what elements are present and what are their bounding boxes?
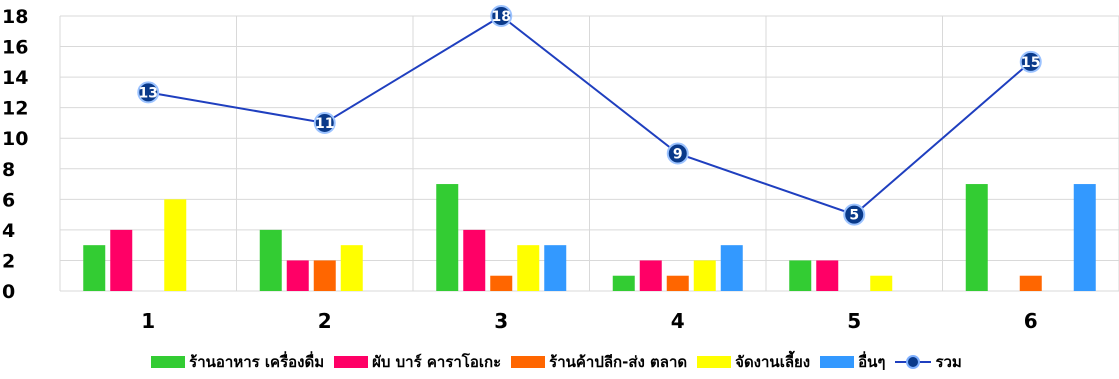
legend-item: จัดงานเลี้ยง <box>697 350 810 374</box>
legend-swatch <box>151 356 186 368</box>
bar <box>612 275 635 291</box>
data-label: 9 <box>673 147 683 163</box>
bar <box>436 184 459 291</box>
x-tick-label: 5 <box>847 309 861 333</box>
bar <box>490 275 513 291</box>
line-point <box>666 142 689 165</box>
line-point <box>843 203 866 226</box>
bar <box>340 245 363 291</box>
bar <box>259 229 282 291</box>
legend-label: รวม <box>935 353 962 371</box>
legend-swatch <box>820 356 855 368</box>
bar <box>286 260 309 291</box>
bar <box>463 229 486 291</box>
legend-label: อื่นๆ <box>858 353 886 371</box>
legend-label: ร้านอาหาร เครื่องดื่ม <box>189 353 325 371</box>
x-tick-label: 2 <box>318 309 332 333</box>
bar <box>1019 275 1042 291</box>
legend-swatch <box>697 356 732 368</box>
bar <box>313 260 336 291</box>
bar <box>693 260 716 291</box>
bar <box>544 245 567 291</box>
data-label: 18 <box>492 9 511 25</box>
legend-item: ผับ บาร์ คาราโอเกะ <box>334 350 501 374</box>
chart-legend: ร้านอาหาร เครื่องดื่ม ผับ บาร์ คาราโอเกะ ร… <box>0 350 1119 374</box>
legend-swatch <box>334 356 369 368</box>
y-tick-label: 2 <box>2 250 15 272</box>
legend-item: ร้านค้าปลีก-ส่ง ตลาด <box>511 350 687 374</box>
bar <box>666 275 689 291</box>
legend-label: ร้านค้าปลีก-ส่ง ตลาด <box>549 353 688 371</box>
data-label: 11 <box>315 116 334 132</box>
y-tick-label: 12 <box>2 98 28 120</box>
bar <box>164 199 187 291</box>
y-tick-label: 18 <box>2 6 28 28</box>
x-tick-label: 1 <box>141 309 155 333</box>
series-line <box>148 14 1032 216</box>
bar <box>870 275 893 291</box>
x-tick-label: 6 <box>1024 309 1038 333</box>
bar <box>965 184 988 291</box>
data-label: 15 <box>1021 55 1040 71</box>
line-point <box>1019 50 1042 73</box>
bar <box>816 260 839 291</box>
y-tick-label: 0 <box>2 281 15 303</box>
y-tick-label: 14 <box>2 67 28 89</box>
y-tick-label: 8 <box>2 159 15 181</box>
legend-item: รวม <box>895 350 962 374</box>
bar <box>720 245 743 291</box>
y-tick-label: 4 <box>2 220 15 242</box>
bar <box>1073 184 1096 291</box>
line-point <box>313 111 336 134</box>
legend-label: จัดงานเลี้ยง <box>735 353 811 371</box>
bar <box>110 229 133 291</box>
bar <box>639 260 662 291</box>
line-point <box>490 5 513 27</box>
y-tick-label: 10 <box>2 128 28 150</box>
legend-swatch <box>511 356 546 368</box>
bar <box>517 245 540 291</box>
y-tick-label: 16 <box>2 37 28 59</box>
data-label: 13 <box>139 85 158 101</box>
bar <box>789 260 812 291</box>
x-tick-label: 3 <box>494 309 508 333</box>
data-label: 5 <box>849 208 859 224</box>
y-tick-label: 6 <box>2 189 15 211</box>
x-tick-label: 4 <box>671 309 685 333</box>
bar <box>83 245 106 291</box>
line-point <box>137 81 160 104</box>
legend-item: ร้านอาหาร เครื่องดื่ม <box>151 350 324 374</box>
legend-label: ผับ บาร์ คาราโอเกะ <box>372 353 502 371</box>
legend-line-marker <box>895 355 932 369</box>
legend-item: อื่นๆ <box>820 350 885 374</box>
